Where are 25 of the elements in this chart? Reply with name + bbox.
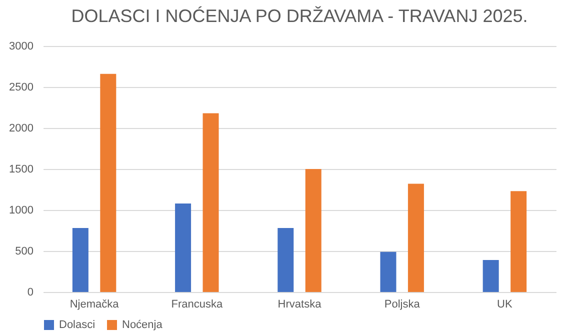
bar <box>510 191 527 292</box>
legend-label: Dolasci <box>59 319 96 331</box>
legend-label: Noćenja <box>122 319 164 331</box>
bar <box>175 203 192 292</box>
x-tick-label: Francuska <box>171 298 224 310</box>
y-tick-label: 1500 <box>9 164 34 176</box>
y-tick-label: 0 <box>27 286 34 298</box>
bar <box>72 228 88 292</box>
bar <box>408 184 424 292</box>
x-tick-label: UK <box>497 298 514 310</box>
y-tick-label: 3000 <box>9 40 34 52</box>
bar <box>100 74 116 292</box>
bar <box>305 169 322 292</box>
x-tick-label: Njemačka <box>70 298 120 310</box>
bar <box>202 113 219 292</box>
y-tick-label: 1000 <box>9 204 34 216</box>
y-tick-label: 2000 <box>9 122 34 134</box>
x-tick-label: Poljska <box>384 298 421 310</box>
y-tick-label: 500 <box>15 246 34 258</box>
bar <box>278 228 294 292</box>
y-tick-label: 2500 <box>9 82 34 94</box>
chart-title: DOLASCI I NOĆENJA PO DRŽAVAMA - TRAVANJ 2025. <box>71 6 528 26</box>
bar <box>380 252 396 292</box>
x-tick-label: Hrvatska <box>278 298 322 310</box>
bar <box>482 260 499 292</box>
